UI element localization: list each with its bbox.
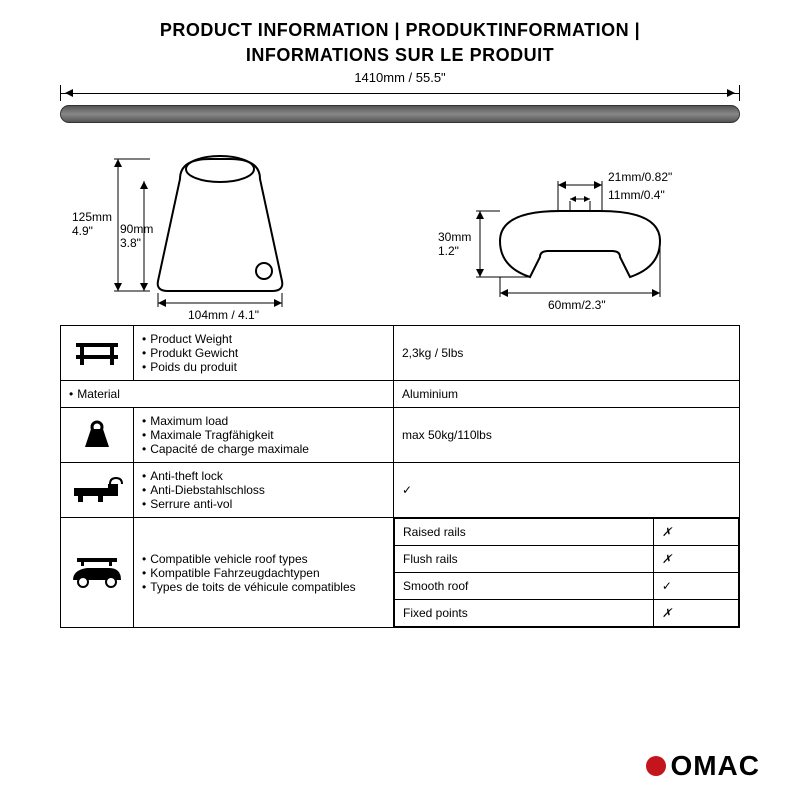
foot-height-inner: 90mm3.8" <box>120 222 153 250</box>
profile-height: 30mm1.2" <box>438 230 471 258</box>
compat-mark-1: ✗ <box>653 546 738 573</box>
compat-mark-0: ✗ <box>653 519 738 546</box>
maxload-labels: Maximum load Maximale Tragfähigkeit Capa… <box>134 408 394 463</box>
table-row: Product Weight Produkt Gewicht Poids du … <box>61 326 740 381</box>
title-line2: INFORMATIONS SUR LE PRODUIT <box>40 45 760 66</box>
foot-diagram: 125mm4.9" 90mm3.8" 104mm / 4.1" <box>80 141 340 311</box>
bars-icon <box>61 326 134 381</box>
spec-table: Product Weight Produkt Gewicht Poids du … <box>60 325 740 628</box>
lock-check: ✓ <box>394 463 740 518</box>
material-value: Aluminium <box>394 381 740 408</box>
material-label: Material <box>61 381 394 408</box>
lock-labels: Anti-theft lock Anti-Diebstahlschloss Se… <box>134 463 394 518</box>
diagram-area: 1410mm / 55.5" 125mm4.9" 90mm3.8" <box>40 70 760 311</box>
title-line1: PRODUCT INFORMATION | PRODUKTINFORMATION… <box>40 20 760 41</box>
car-icon <box>61 518 134 628</box>
table-row: Material Aluminium <box>61 381 740 408</box>
foot-height-outer: 125mm4.9" <box>72 210 112 238</box>
weight-value: 2,3kg / 5lbs <box>394 326 740 381</box>
profile-top-w: 21mm/0.82" <box>608 170 672 184</box>
overall-width-label: 1410mm / 55.5" <box>354 70 445 85</box>
compat-labels: Compatible vehicle roof types Kompatible… <box>134 518 394 628</box>
foot-width-label: 104mm / 4.1" <box>188 308 259 322</box>
lock-icon <box>61 463 134 518</box>
profile-width: 60mm/2.3" <box>548 298 606 312</box>
weight-labels: Product Weight Produkt Gewicht Poids du … <box>134 326 394 381</box>
overall-width-diagram: 1410mm / 55.5" <box>40 70 760 123</box>
compat-values: Raised rails✗ Flush rails✗ Smooth roof✓ … <box>394 518 740 628</box>
profile-slot-w: 11mm/0.4" <box>608 188 665 202</box>
profile-diagram: 21mm/0.82" 11mm/0.4" 30mm1.2" 60mm/2.3" <box>420 141 720 311</box>
weight-icon <box>61 408 134 463</box>
table-row: Compatible vehicle roof types Kompatible… <box>61 518 740 628</box>
compat-mark-3: ✗ <box>653 600 738 627</box>
table-row: Anti-theft lock Anti-Diebstahlschloss Se… <box>61 463 740 518</box>
crossbar-shape <box>60 105 740 123</box>
table-row: Maximum load Maximale Tragfähigkeit Capa… <box>61 408 740 463</box>
brand-dot-icon <box>646 756 666 776</box>
compat-mark-2: ✓ <box>653 573 738 600</box>
maxload-value: max 50kg/110lbs <box>394 408 740 463</box>
brand-logo: OMAC <box>646 750 760 782</box>
brand-text: OMAC <box>670 750 760 782</box>
